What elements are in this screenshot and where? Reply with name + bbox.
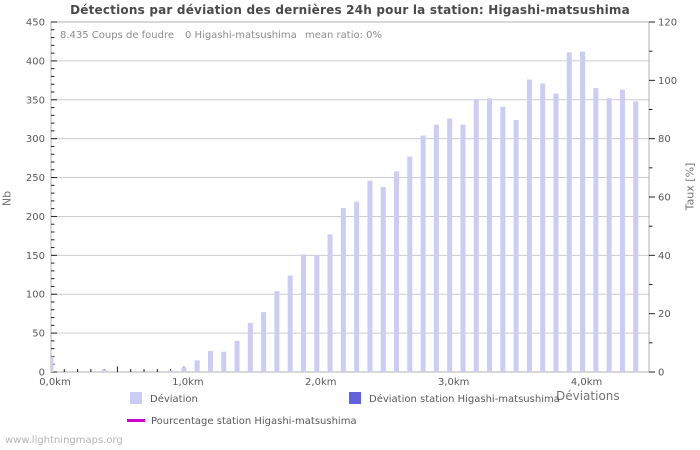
bar-déviation xyxy=(274,291,280,372)
legend-item-deviation: Déviation xyxy=(130,392,198,405)
legend-line-percentage-icon xyxy=(127,419,145,422)
bar-déviation xyxy=(553,93,559,372)
bar-déviation xyxy=(460,124,466,372)
y-left-tick-label: 400 xyxy=(26,56,45,67)
bar-déviation xyxy=(593,88,599,372)
bar-déviation xyxy=(261,312,267,372)
plot-border xyxy=(50,21,650,373)
y-left-tick-label: 250 xyxy=(26,173,45,184)
y-left-tick-label: 150 xyxy=(26,251,45,262)
y-right-tick-label: 40 xyxy=(658,251,671,262)
bar-déviation xyxy=(168,370,174,372)
bar-déviation xyxy=(540,83,546,372)
bar-déviation xyxy=(619,89,625,372)
legend-label-deviation: Déviation xyxy=(150,394,198,405)
y-right-tick-label: 80 xyxy=(658,134,671,145)
y-right-tick-label: 0 xyxy=(658,368,664,379)
legend-swatch-deviation-station-icon xyxy=(349,392,361,404)
y-left-tick-label: 300 xyxy=(26,134,45,145)
x-tick-label: 3,0km xyxy=(438,377,469,388)
bar-déviation xyxy=(354,201,360,372)
legend-label-deviation-station: Déviation station Higashi-matsushima xyxy=(369,394,560,405)
bar-déviation xyxy=(327,234,333,372)
bar-déviation xyxy=(433,124,439,372)
y-left-tick-label: 50 xyxy=(32,329,45,340)
stat-mean-ratio: mean ratio: 0% xyxy=(305,30,383,41)
bar-déviation xyxy=(633,101,639,372)
stat-station-count: 0 Higashi-matsushima xyxy=(185,30,297,41)
bar-déviation xyxy=(367,180,373,372)
bar-déviation xyxy=(380,186,386,372)
x-axis-title: Déviations xyxy=(556,389,620,403)
bar-déviation xyxy=(207,351,213,372)
bar-déviation xyxy=(526,79,532,372)
legend-swatch-deviation-icon xyxy=(130,392,142,404)
legend-item-percentage-station: Pourcentage station Higashi-matsushima xyxy=(127,416,357,427)
x-tick-label: 0,0km xyxy=(39,377,70,388)
x-tick-label: 2,0km xyxy=(305,377,336,388)
bar-déviation xyxy=(407,156,413,372)
y-right-tick-label: 120 xyxy=(658,18,677,29)
y-right-tick-label: 20 xyxy=(658,309,671,320)
bar-déviation xyxy=(394,171,400,372)
bar-déviation xyxy=(314,255,320,372)
bar-déviation xyxy=(234,340,240,372)
bar-déviation xyxy=(500,106,506,372)
chart-title: Détections par déviation des dernières 2… xyxy=(70,3,630,17)
bar-déviation xyxy=(473,99,479,372)
bars-group xyxy=(51,51,639,372)
bar-déviation xyxy=(181,367,187,372)
legend-item-deviation-station: Déviation station Higashi-matsushima xyxy=(349,392,560,405)
bar-déviation xyxy=(447,118,453,372)
y-left-tick-label: 450 xyxy=(26,18,45,29)
legend-label-percentage-station: Pourcentage station Higashi-matsushima xyxy=(151,416,357,427)
bar-déviation xyxy=(300,254,306,372)
y-left-tick-label: 0 xyxy=(39,368,45,379)
y-right-tick-label: 60 xyxy=(658,193,671,204)
y-left-tick-label: 100 xyxy=(26,290,45,301)
bar-déviation xyxy=(566,52,572,372)
y-right-tick-label: 100 xyxy=(658,76,677,87)
bar-déviation xyxy=(247,323,253,372)
x-tick-label: 4,0km xyxy=(571,377,602,388)
y-left-tick-label: 200 xyxy=(26,212,45,223)
bar-déviation xyxy=(580,51,586,372)
bar-déviation xyxy=(287,275,293,372)
bar-déviation xyxy=(420,135,426,372)
watermark-link: www.lightningmaps.org xyxy=(5,435,123,446)
y-left-tick-label: 350 xyxy=(26,95,45,106)
bar-déviation xyxy=(194,360,200,372)
bar-déviation xyxy=(487,98,493,372)
bar-déviation xyxy=(101,369,107,372)
stat-strokes-count: 8.435 Coups de foudre xyxy=(60,30,175,41)
bar-déviation xyxy=(51,356,54,372)
bar-déviation xyxy=(340,207,346,372)
bar-déviation xyxy=(513,120,519,372)
bar-déviation xyxy=(606,98,612,372)
bar-déviation xyxy=(221,351,227,372)
x-tick-label: 1,0km xyxy=(172,377,203,388)
